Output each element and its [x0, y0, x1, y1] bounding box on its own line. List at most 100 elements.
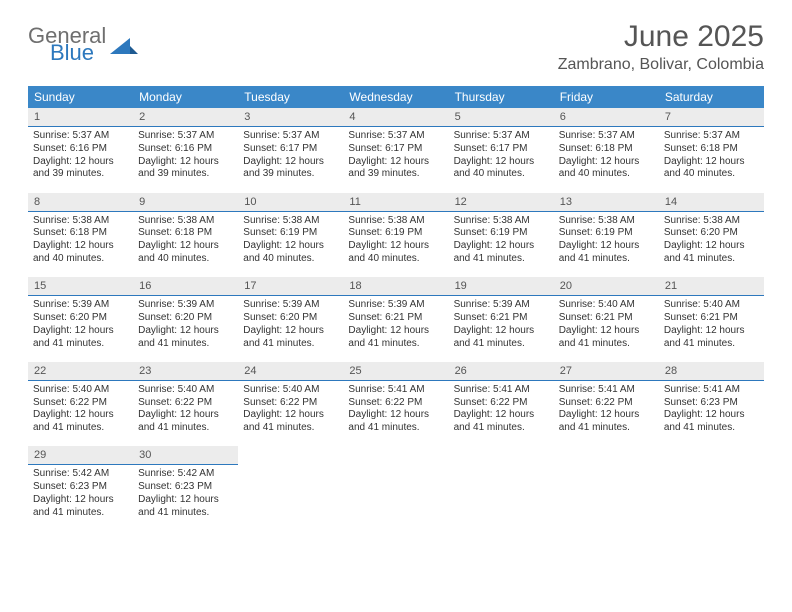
- sunset-line: Sunset: 6:18 PM: [138, 227, 233, 240]
- day-cell: Sunrise: 5:39 AMSunset: 6:20 PMDaylight:…: [238, 296, 343, 362]
- sunrise-line: Sunrise: 5:38 AM: [33, 215, 128, 228]
- daylight-line: Daylight: 12 hours and 41 minutes.: [138, 494, 233, 520]
- sunrise-line: Sunrise: 5:38 AM: [664, 215, 759, 228]
- day-cell: Sunrise: 5:42 AMSunset: 6:23 PMDaylight:…: [133, 465, 238, 531]
- sunrise-line: Sunrise: 5:37 AM: [559, 130, 654, 143]
- day-number-cell: 23: [133, 362, 238, 381]
- daylight-line: Daylight: 12 hours and 41 minutes.: [454, 409, 549, 435]
- sunrise-line: Sunrise: 5:39 AM: [33, 299, 128, 312]
- day-cell: Sunrise: 5:38 AMSunset: 6:19 PMDaylight:…: [449, 211, 554, 277]
- weekday-header: Friday: [554, 86, 659, 108]
- daylight-line: Daylight: 12 hours and 40 minutes.: [33, 240, 128, 266]
- day-cell: [238, 465, 343, 531]
- sunset-line: Sunset: 6:22 PM: [138, 397, 233, 410]
- sunset-line: Sunset: 6:19 PM: [454, 227, 549, 240]
- day-number-cell: 18: [343, 277, 448, 296]
- day-cell: Sunrise: 5:37 AMSunset: 6:17 PMDaylight:…: [343, 127, 448, 193]
- sunrise-line: Sunrise: 5:42 AM: [138, 468, 233, 481]
- sunset-line: Sunset: 6:21 PM: [559, 312, 654, 325]
- day-cell: Sunrise: 5:38 AMSunset: 6:19 PMDaylight:…: [343, 211, 448, 277]
- logo-triangle-icon: [110, 36, 138, 56]
- sunset-line: Sunset: 6:22 PM: [33, 397, 128, 410]
- sunrise-line: Sunrise: 5:40 AM: [33, 384, 128, 397]
- day-number-cell: 3: [238, 108, 343, 127]
- sunrise-line: Sunrise: 5:37 AM: [664, 130, 759, 143]
- logo-text: General Blue: [28, 26, 106, 64]
- sunrise-line: Sunrise: 5:37 AM: [454, 130, 549, 143]
- day-number-cell: 8: [28, 193, 133, 212]
- day-number-cell: 10: [238, 193, 343, 212]
- day-data-row: Sunrise: 5:42 AMSunset: 6:23 PMDaylight:…: [28, 465, 764, 531]
- daylight-line: Daylight: 12 hours and 41 minutes.: [559, 240, 654, 266]
- day-cell: [554, 465, 659, 531]
- sunset-line: Sunset: 6:19 PM: [559, 227, 654, 240]
- sunset-line: Sunset: 6:21 PM: [348, 312, 443, 325]
- day-data-row: Sunrise: 5:39 AMSunset: 6:20 PMDaylight:…: [28, 296, 764, 362]
- sunrise-line: Sunrise: 5:42 AM: [33, 468, 128, 481]
- day-cell: Sunrise: 5:40 AMSunset: 6:21 PMDaylight:…: [659, 296, 764, 362]
- day-cell: Sunrise: 5:39 AMSunset: 6:21 PMDaylight:…: [449, 296, 554, 362]
- daylight-line: Daylight: 12 hours and 39 minutes.: [348, 156, 443, 182]
- calendar-page: General Blue June 2025 Zambrano, Bolivar…: [0, 0, 792, 551]
- day-number-cell: 29: [28, 446, 133, 465]
- sunrise-line: Sunrise: 5:40 AM: [138, 384, 233, 397]
- sunrise-line: Sunrise: 5:41 AM: [559, 384, 654, 397]
- day-number-cell: [343, 446, 448, 465]
- day-number-cell: 1: [28, 108, 133, 127]
- sunset-line: Sunset: 6:23 PM: [138, 481, 233, 494]
- weekday-header: Thursday: [449, 86, 554, 108]
- sunrise-line: Sunrise: 5:38 AM: [454, 215, 549, 228]
- title-block: June 2025 Zambrano, Bolivar, Colombia: [558, 20, 764, 74]
- sunset-line: Sunset: 6:22 PM: [243, 397, 338, 410]
- daylight-line: Daylight: 12 hours and 40 minutes.: [454, 156, 549, 182]
- sunrise-line: Sunrise: 5:41 AM: [348, 384, 443, 397]
- day-number-cell: 5: [449, 108, 554, 127]
- day-number-cell: 26: [449, 362, 554, 381]
- sunrise-line: Sunrise: 5:41 AM: [454, 384, 549, 397]
- location: Zambrano, Bolivar, Colombia: [558, 56, 764, 74]
- daylight-line: Daylight: 12 hours and 41 minutes.: [559, 325, 654, 351]
- sunset-line: Sunset: 6:17 PM: [454, 143, 549, 156]
- daylight-line: Daylight: 12 hours and 41 minutes.: [138, 409, 233, 435]
- day-number-row: 891011121314: [28, 193, 764, 212]
- sunset-line: Sunset: 6:18 PM: [559, 143, 654, 156]
- weekday-header-row: Sunday Monday Tuesday Wednesday Thursday…: [28, 86, 764, 108]
- day-number-cell: 21: [659, 277, 764, 296]
- day-cell: Sunrise: 5:37 AMSunset: 6:18 PMDaylight:…: [659, 127, 764, 193]
- day-cell: Sunrise: 5:40 AMSunset: 6:21 PMDaylight:…: [554, 296, 659, 362]
- day-number-cell: 14: [659, 193, 764, 212]
- sunrise-line: Sunrise: 5:40 AM: [559, 299, 654, 312]
- day-number-cell: 2: [133, 108, 238, 127]
- sunrise-line: Sunrise: 5:39 AM: [454, 299, 549, 312]
- day-cell: Sunrise: 5:41 AMSunset: 6:23 PMDaylight:…: [659, 380, 764, 446]
- sunrise-line: Sunrise: 5:37 AM: [243, 130, 338, 143]
- day-cell: Sunrise: 5:37 AMSunset: 6:16 PMDaylight:…: [28, 127, 133, 193]
- sunrise-line: Sunrise: 5:38 AM: [138, 215, 233, 228]
- weekday-header: Wednesday: [343, 86, 448, 108]
- weekday-header: Saturday: [659, 86, 764, 108]
- day-number-row: 2930: [28, 446, 764, 465]
- sunset-line: Sunset: 6:20 PM: [33, 312, 128, 325]
- day-number-cell: 16: [133, 277, 238, 296]
- day-number-cell: 28: [659, 362, 764, 381]
- sunrise-line: Sunrise: 5:40 AM: [664, 299, 759, 312]
- day-number-cell: 19: [449, 277, 554, 296]
- month-title: June 2025: [558, 20, 764, 54]
- calendar-table: Sunday Monday Tuesday Wednesday Thursday…: [28, 86, 764, 531]
- daylight-line: Daylight: 12 hours and 41 minutes.: [33, 494, 128, 520]
- sunset-line: Sunset: 6:19 PM: [243, 227, 338, 240]
- daylight-line: Daylight: 12 hours and 40 minutes.: [348, 240, 443, 266]
- day-number-row: 15161718192021: [28, 277, 764, 296]
- day-number-cell: 13: [554, 193, 659, 212]
- day-number-cell: 20: [554, 277, 659, 296]
- day-cell: Sunrise: 5:39 AMSunset: 6:21 PMDaylight:…: [343, 296, 448, 362]
- weekday-header: Sunday: [28, 86, 133, 108]
- day-cell: Sunrise: 5:37 AMSunset: 6:17 PMDaylight:…: [238, 127, 343, 193]
- sunrise-line: Sunrise: 5:38 AM: [559, 215, 654, 228]
- sunset-line: Sunset: 6:19 PM: [348, 227, 443, 240]
- sunset-line: Sunset: 6:20 PM: [664, 227, 759, 240]
- sunset-line: Sunset: 6:18 PM: [664, 143, 759, 156]
- daylight-line: Daylight: 12 hours and 40 minutes.: [138, 240, 233, 266]
- daylight-line: Daylight: 12 hours and 41 minutes.: [664, 409, 759, 435]
- logo: General Blue: [28, 26, 138, 64]
